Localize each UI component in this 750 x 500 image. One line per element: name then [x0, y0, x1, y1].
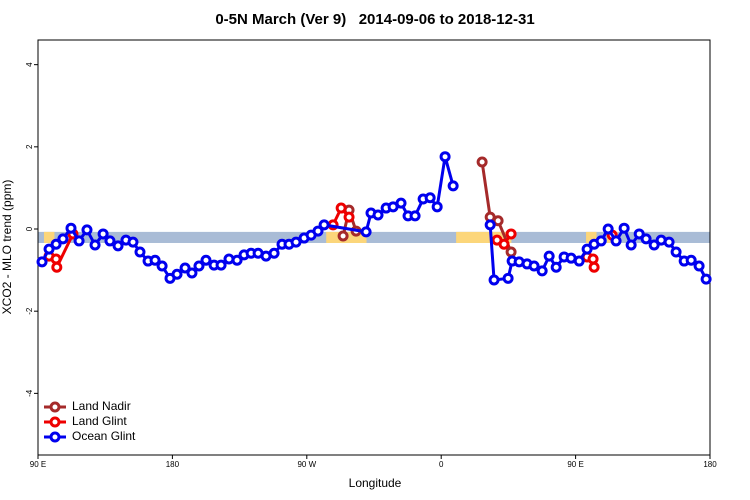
x-tick-label: 90 E	[567, 460, 583, 469]
data-point	[625, 239, 637, 251]
data-point	[193, 260, 205, 272]
data-point	[81, 224, 93, 236]
data-point	[595, 235, 607, 247]
data-point	[50, 238, 62, 250]
data-point	[395, 197, 407, 209]
data-point	[543, 250, 555, 262]
x-axis-label: Longitude	[349, 476, 402, 490]
data-point	[149, 254, 161, 266]
x-tick-label: 0	[439, 460, 444, 469]
data-point	[127, 236, 139, 248]
land-segment	[43, 231, 55, 243]
data-point	[268, 247, 280, 259]
data-point	[51, 261, 63, 273]
data-point	[439, 151, 451, 163]
legend-label: Land Nadir	[72, 399, 131, 413]
data-point	[156, 260, 168, 272]
data-point	[484, 219, 496, 231]
data-point	[498, 238, 510, 250]
legend-label: Land Glint	[72, 414, 127, 428]
data-point	[648, 239, 660, 251]
data-point	[409, 210, 421, 222]
data-point	[633, 228, 645, 240]
data-point	[360, 226, 372, 238]
data-point	[505, 246, 517, 258]
data-point	[65, 222, 77, 234]
data-point	[447, 180, 459, 192]
land-segment	[586, 231, 597, 243]
data-point	[112, 240, 124, 252]
data-point	[171, 268, 183, 280]
y-tick-label: 0	[25, 226, 34, 231]
data-point	[290, 236, 302, 248]
y-tick-label: -2	[25, 307, 34, 315]
data-point	[57, 233, 69, 245]
data-point	[312, 225, 324, 237]
data-point	[488, 274, 500, 286]
data-point	[573, 255, 585, 267]
data-point	[528, 260, 540, 272]
data-point	[670, 246, 682, 258]
data-point	[97, 228, 109, 240]
legend-marker	[49, 401, 61, 413]
data-point	[343, 211, 355, 223]
data-point	[89, 239, 101, 251]
data-point	[424, 192, 436, 204]
legend-label: Ocean Glint	[72, 429, 136, 443]
data-point	[215, 259, 227, 271]
surface-band	[38, 231, 710, 243]
data-point	[43, 243, 55, 255]
data-point	[372, 209, 384, 221]
y-tick-label: 2	[25, 144, 34, 149]
y-axis-label: XCO2 - MLO trend (ppm)	[0, 180, 14, 315]
data-point	[134, 246, 146, 258]
plot-frame	[37, 39, 711, 456]
legend-marker	[49, 416, 61, 428]
data-point	[36, 256, 48, 268]
x-tick-label: 90 W	[297, 460, 316, 469]
data-point	[104, 235, 116, 247]
data-point	[505, 228, 517, 240]
data-point	[550, 261, 562, 273]
data-point	[186, 267, 198, 279]
data-point	[536, 265, 548, 277]
data-point	[492, 215, 504, 227]
data-point	[231, 254, 243, 266]
data-point	[502, 272, 514, 284]
data-point	[618, 222, 630, 234]
x-tick-label: 90 E	[30, 460, 46, 469]
data-point	[588, 261, 600, 273]
data-point	[476, 156, 488, 168]
data-point	[587, 253, 599, 265]
data-point	[693, 260, 705, 272]
data-point	[335, 202, 347, 214]
y-tick-label: -4	[25, 389, 34, 397]
land-segment	[456, 231, 512, 243]
x-tick-label: 180	[166, 460, 180, 469]
x-tick-label: 180	[703, 460, 717, 469]
data-point	[610, 235, 622, 247]
y-tick-label: 4	[25, 62, 34, 67]
data-point	[640, 233, 652, 245]
data-point	[179, 262, 191, 274]
data-point	[73, 235, 85, 247]
chart-title: 0-5N March (Ver 9) 2014-09-06 to 2018-12…	[215, 11, 534, 28]
data-point	[581, 243, 593, 255]
data-point	[602, 223, 614, 235]
data-point	[318, 219, 330, 231]
data-point	[700, 273, 712, 285]
legend-marker	[49, 431, 61, 443]
data-point	[685, 254, 697, 266]
data-point	[337, 230, 349, 242]
data-point	[431, 201, 443, 213]
data-point	[663, 236, 675, 248]
data-point	[200, 254, 212, 266]
